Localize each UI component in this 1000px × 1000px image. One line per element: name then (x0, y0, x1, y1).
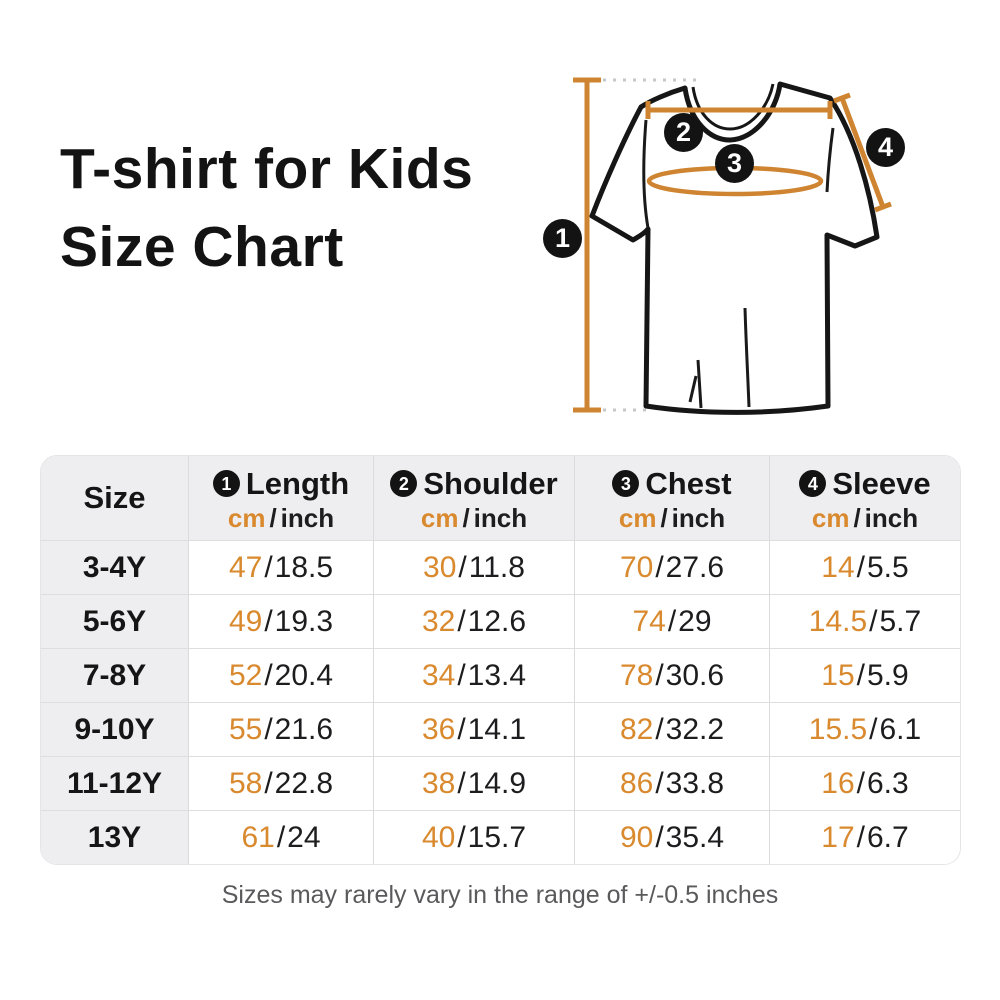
sleeve-cell: 14.5/5.7 (769, 595, 960, 648)
header-length-label: Length (245, 465, 350, 501)
shoulder-cell: 30/11.8 (373, 541, 574, 594)
header-badge-4: 4 (799, 470, 827, 497)
tshirt-diagram-svg (573, 77, 892, 415)
length-cell: 49/19.3 (188, 595, 373, 648)
unit-cm: cm (420, 502, 459, 533)
sleeve-cap-top (833, 92, 851, 104)
unit-inch: inch (280, 502, 335, 533)
unit-sep: / (269, 502, 277, 533)
chest-cell: 86/33.8 (574, 757, 769, 810)
center-body-fold (743, 307, 751, 408)
page-title-line1: T-shirt for Kids (60, 137, 474, 201)
tshirt-measurement-diagram: 1 2 3 4 (530, 50, 970, 450)
shoulder-cell: 34/13.4 (373, 649, 574, 702)
badge-1-length: 1 (543, 219, 582, 258)
header-chest: 3 Chest cm / inch (574, 456, 769, 540)
unit-cm: cm (227, 502, 266, 533)
shoulder-cell: 40/15.7 (373, 811, 574, 864)
tshirt-outline (589, 81, 880, 415)
length-cell: 52/20.4 (188, 649, 373, 702)
size-cell: 5-6Y (41, 595, 188, 648)
shoulder-cell: 32/12.6 (373, 595, 574, 648)
chest-cell: 70/27.6 (574, 541, 769, 594)
chest-cell: 78/30.6 (574, 649, 769, 702)
sleeve-line (839, 97, 886, 208)
sleeve-cell: 16/6.3 (769, 757, 960, 810)
table-header-row: Size 1 Length cm / inch 2 Shoulder cm / inch… (41, 456, 960, 540)
sleeve-cell: 15/5.9 (769, 649, 960, 702)
unit-sep: / (660, 502, 668, 533)
size-cell: 13Y (41, 811, 188, 864)
table-row-13y: 13Y 61/24 40/15.7 90/35.4 17/6.7 (41, 810, 960, 864)
sleeve-cell: 14/5.5 (769, 541, 960, 594)
sleeve-cell: 17/6.7 (769, 811, 960, 864)
table-row-5-6y: 5-6Y 49/19.3 32/12.6 74/29 14.5/5.7 (41, 594, 960, 648)
table-row-11-12y: 11-12Y 58/22.8 38/14.9 86/33.8 16/6.3 (41, 756, 960, 810)
unit-cm: cm (811, 502, 850, 533)
header-shoulder: 2 Shoulder cm / inch (373, 456, 574, 540)
chest-cell: 90/35.4 (574, 811, 769, 864)
size-cell: 11-12Y (41, 757, 188, 810)
header-badge-2: 2 (390, 470, 418, 497)
length-cell: 58/22.8 (188, 757, 373, 810)
length-cell: 61/24 (188, 811, 373, 864)
size-table: Size 1 Length cm / inch 2 Shoulder cm / inch… (40, 455, 961, 865)
chest-cell: 74/29 (574, 595, 769, 648)
page-title-line2: Size Chart (60, 215, 344, 279)
length-cell: 47/18.5 (188, 541, 373, 594)
unit-cm: cm (618, 502, 657, 533)
tolerance-note: Sizes may rarely vary in the range of +/… (221, 881, 779, 909)
chest-cell: 82/32.2 (574, 703, 769, 756)
badge-3-chest: 3 (715, 144, 754, 183)
header-sleeve: 4 Sleeve cm / inch (769, 456, 960, 540)
page-title: T-shirt for Kids Size Chart (60, 130, 473, 286)
sleeve-cell: 15.5/6.1 (769, 703, 960, 756)
unit-sep: / (853, 502, 861, 533)
right-armhole-fold (825, 127, 835, 193)
header-sleeve-label: Sleeve (832, 465, 931, 501)
table-row-9-10y: 9-10Y 55/21.6 36/14.1 82/32.2 15.5/6.1 (41, 702, 960, 756)
size-cell: 3-4Y (41, 541, 188, 594)
header-length: 1 Length cm / inch (188, 456, 373, 540)
left-armhole-fold (642, 119, 650, 229)
size-cell: 7-8Y (41, 649, 188, 702)
unit-inch: inch (864, 502, 919, 533)
badge-2-shoulder: 2 (664, 113, 703, 152)
hem-fold-1 (696, 359, 703, 409)
header-chest-label: Chest (645, 465, 732, 501)
header-size: Size (41, 456, 188, 540)
unit-inch: inch (473, 502, 528, 533)
hem-fold-2 (688, 375, 698, 403)
header-badge-1: 1 (212, 470, 240, 497)
length-cell: 55/21.6 (188, 703, 373, 756)
table-row-7-8y: 7-8Y 52/20.4 34/13.4 78/30.6 15/5.9 (41, 648, 960, 702)
header-size-label: Size (83, 480, 146, 515)
header-badge-3: 3 (612, 470, 640, 497)
unit-inch: inch (671, 502, 726, 533)
table-row-3-4y: 3-4Y 47/18.5 30/11.8 70/27.6 14/5.5 (41, 540, 960, 594)
sleeve-cap-bottom (874, 201, 892, 213)
measurement-lines (573, 77, 892, 413)
shoulder-cell: 38/14.9 (373, 757, 574, 810)
unit-sep: / (462, 502, 470, 533)
shoulder-cell: 36/14.1 (373, 703, 574, 756)
header-shoulder-label: Shoulder (423, 465, 558, 501)
size-cell: 9-10Y (41, 703, 188, 756)
badge-4-sleeve: 4 (866, 128, 905, 167)
